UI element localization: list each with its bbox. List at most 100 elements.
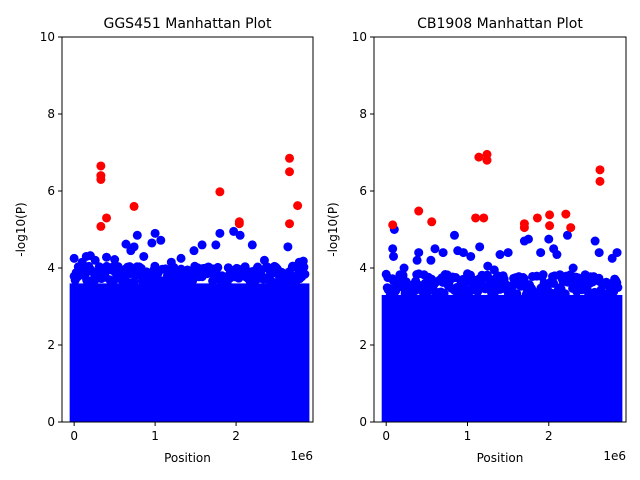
hit-point [523,234,533,244]
hit-point [235,230,245,240]
y-tick-label: 0 [359,415,367,429]
significant-hit-point [215,187,225,197]
significant-hit-point [479,213,489,223]
hit-point [495,250,505,260]
cb1908-manhattan-panel: 0 2 4 6 8 10 0 1 2 1e6 CB1908 Manhattan Plot Positi… [326,16,627,465]
hit-point [399,263,409,273]
hit-point [121,239,131,249]
dense-point-band [69,283,310,422]
significant-hit-point [474,152,484,162]
hit-point [544,234,554,244]
band-edge-point [560,289,570,299]
band-edge-point [300,269,310,279]
significant-hit-point [532,213,542,223]
chart-title: GGS451 Manhattan Plot [103,16,272,32]
hit-point [156,235,166,245]
hit-point [594,248,604,258]
y-tick-label: 6 [359,184,367,198]
hit-point [189,246,199,256]
hit-point [288,261,298,271]
x-tick-label: 2 [545,429,553,443]
y-tick-label: 0 [47,415,55,429]
hit-point [247,240,257,250]
band-edge-point [213,262,223,272]
hit-point [229,226,239,236]
hit-point [150,228,160,238]
significant-hit-point [482,155,492,165]
x-offset-text: 1e6 [290,449,313,463]
axes-frame [61,36,314,423]
hit-point [412,255,422,265]
x-tick-label: 2 [232,429,240,443]
significant-hit-point [545,210,555,220]
significant-hit-point [595,165,605,175]
hit-point [590,236,600,246]
ggs451-manhattan-panel: 0 2 4 6 8 10 0 1 2 1e6 GGS451 Manhattan Plot Positi… [14,16,314,465]
significant-hit-point [414,206,424,216]
x-axis-label: Position [164,451,211,465]
hit-point [197,240,207,250]
band-edge-point [150,261,160,271]
y-tick-label: 10 [40,30,55,44]
hit-point [383,273,393,283]
significant-hit-point [293,201,303,211]
x-offset-text: 1e6 [603,449,626,463]
band-edge-point [538,270,548,280]
hit-point [475,242,485,252]
band-edge-point [512,289,522,299]
hit-point [489,265,499,275]
x-tick-label: 1 [464,429,472,443]
significant-hit-point [595,176,605,186]
y-tick-label: 4 [47,261,55,275]
y-tick-label: 2 [47,338,55,352]
significant-hit-point [285,153,295,163]
x-axis-label: Position [477,451,524,465]
hit-point [503,248,513,258]
hit-point [90,255,100,265]
y-axis-label: -log10(P) [326,202,340,257]
chart-title: CB1908 Manhattan Plot [417,16,583,32]
hit-point [466,251,476,261]
y-tick-label: 6 [47,184,55,198]
hit-point [69,253,79,263]
y-tick-label: 8 [359,107,367,121]
hit-point [102,252,112,262]
plot-area [381,149,623,422]
significant-hit-point [561,209,571,219]
hit-point [389,251,399,261]
significant-hit-point [102,213,112,223]
significant-hit-point [285,219,295,229]
hit-point [272,263,282,273]
band-edge-point [613,282,623,292]
significant-hit-point [96,174,106,184]
hit-point [139,251,149,261]
hit-point [132,230,142,240]
axes-frame [373,36,627,423]
hit-point [536,248,546,258]
hit-point [462,269,472,279]
hit-point [166,257,176,267]
hit-point [110,255,120,265]
significant-hit-point [129,201,139,211]
hit-point [430,244,440,254]
y-tick-label: 10 [352,30,367,44]
significant-hit-point [545,221,555,231]
significant-hit-point [427,217,437,227]
significant-hit-point [285,167,295,177]
band-edge-point [439,288,449,298]
dense-point-band [381,294,623,422]
plot-area [69,153,310,422]
hit-point [449,230,459,240]
hit-point [552,250,562,260]
y-tick-label: 2 [359,338,367,352]
hit-point [211,240,221,250]
hit-point [568,263,578,273]
hit-point [483,261,493,271]
significant-hit-point [96,161,106,171]
y-tick-label: 8 [47,107,55,121]
significant-hit-point [234,219,244,229]
hit-point [298,256,308,266]
hit-point [129,242,139,252]
y-tick-label: 4 [359,261,367,275]
